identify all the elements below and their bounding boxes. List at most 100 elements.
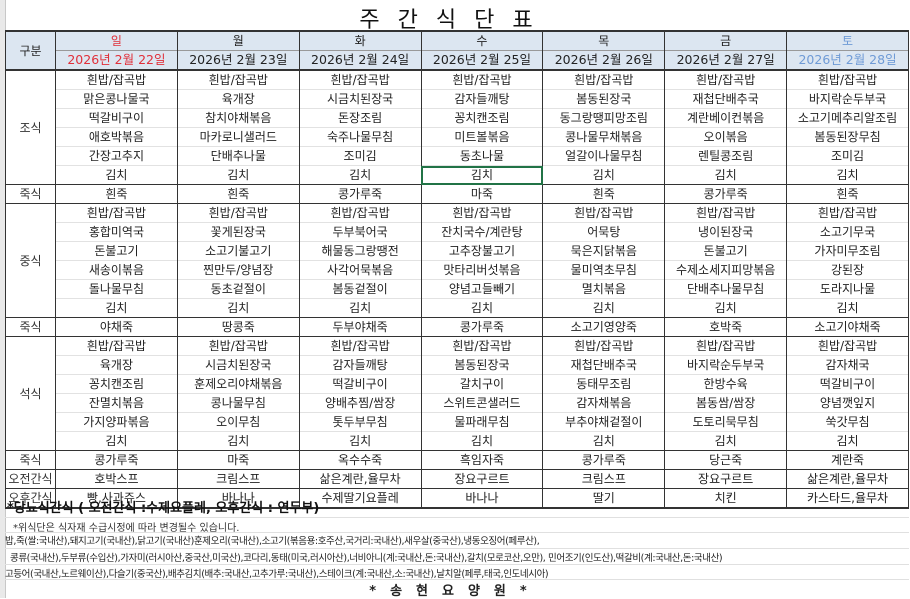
menu-cell[interactable]: 재첩단배추국 <box>664 89 788 109</box>
menu-cell[interactable]: 소고기무국 <box>786 222 909 242</box>
menu-cell[interactable]: 야채죽 <box>55 317 178 337</box>
menu-cell[interactable]: 돈불고기 <box>664 241 788 261</box>
menu-cell[interactable]: 참치야채볶음 <box>176 108 300 128</box>
menu-cell[interactable]: 소고기불고기 <box>176 241 300 261</box>
menu-cell[interactable]: 호박스프 <box>55 469 178 489</box>
day-name[interactable]: 토 <box>786 30 909 51</box>
menu-cell[interactable]: 쑥갓무침 <box>786 412 909 432</box>
menu-cell[interactable]: 동태무조림 <box>542 374 666 394</box>
menu-cell[interactable]: 수제딸기요플레 <box>298 488 422 509</box>
menu-cell[interactable]: 돈불고기 <box>55 241 178 261</box>
menu-cell[interactable]: 얼갈이나물무침 <box>542 146 666 166</box>
menu-cell[interactable]: 맛타리버섯볶음 <box>420 260 544 280</box>
menu-cell[interactable]: 흰밥/잡곡밥 <box>664 69 788 90</box>
menu-cell[interactable]: 마죽 <box>420 184 544 204</box>
menu-cell[interactable]: 렌틸콩조림 <box>664 146 788 166</box>
day-date[interactable]: 2026년 2월 27일 <box>664 50 788 71</box>
menu-cell[interactable]: 김치 <box>176 165 300 185</box>
day-name[interactable]: 수 <box>420 30 544 51</box>
menu-cell[interactable]: 흰밥/잡곡밥 <box>176 203 300 223</box>
menu-cell[interactable]: 흰밥/잡곡밥 <box>176 336 300 356</box>
menu-cell[interactable]: 흰밥/잡곡밥 <box>420 69 544 90</box>
menu-cell[interactable]: 콩나물무침 <box>176 393 300 413</box>
menu-cell[interactable]: 물파래무침 <box>420 412 544 432</box>
menu-cell[interactable]: 김치 <box>298 431 422 451</box>
menu-cell[interactable]: 애호박볶음 <box>55 127 178 147</box>
menu-cell[interactable]: 흰밥/잡곡밥 <box>55 69 178 90</box>
day-date[interactable]: 2026년 2월 26일 <box>542 50 666 71</box>
menu-cell[interactable]: 떡갈비구이 <box>55 108 178 128</box>
menu-cell[interactable]: 김치 <box>298 165 422 185</box>
day-date[interactable]: 2026년 2월 25일 <box>420 50 544 71</box>
menu-cell[interactable]: 김치 <box>55 165 178 185</box>
menu-cell[interactable]: 간장고추지 <box>55 146 178 166</box>
menu-cell[interactable]: 흰죽 <box>176 184 300 204</box>
menu-cell[interactable]: 옥수수죽 <box>298 450 422 470</box>
menu-cell[interactable]: 봄동겉절이 <box>298 279 422 299</box>
menu-cell[interactable]: 감자채볶음 <box>542 393 666 413</box>
menu-cell[interactable]: 소고기메추리알조림 <box>786 108 909 128</box>
menu-cell[interactable]: 냉이된장국 <box>664 222 788 242</box>
menu-cell[interactable]: 흰밥/잡곡밥 <box>664 336 788 356</box>
menu-cell[interactable]: 양념고들빼기 <box>420 279 544 299</box>
menu-cell[interactable]: 강된장 <box>786 260 909 280</box>
menu-cell[interactable]: 크림스프 <box>176 469 300 489</box>
menu-cell[interactable]: 장요구르트 <box>420 469 544 489</box>
menu-cell[interactable]: 김치 <box>664 165 788 185</box>
menu-cell[interactable]: 흰밥/잡곡밥 <box>176 69 300 90</box>
day-date[interactable]: 2026년 2월 22일 <box>55 50 178 71</box>
menu-cell[interactable]: 김치 <box>420 298 544 318</box>
menu-cell[interactable]: 묵은지닭볶음 <box>542 241 666 261</box>
day-name[interactable]: 금 <box>664 30 788 51</box>
menu-cell[interactable]: 김치 <box>786 431 909 451</box>
day-date[interactable]: 2026년 2월 28일 <box>786 50 909 71</box>
menu-cell[interactable]: 봄동된장무침 <box>786 127 909 147</box>
menu-cell[interactable]: 봄동된장국 <box>420 355 544 375</box>
menu-cell[interactable]: 오이무침 <box>176 412 300 432</box>
menu-cell[interactable]: 감자채국 <box>786 355 909 375</box>
menu-cell[interactable]: 김치 <box>420 165 544 185</box>
menu-cell[interactable]: 어묵탕 <box>542 222 666 242</box>
menu-cell[interactable]: 흰밥/잡곡밥 <box>298 203 422 223</box>
menu-cell[interactable]: 사각어묵볶음 <box>298 260 422 280</box>
menu-cell[interactable]: 봄동쌈/쌈장 <box>664 393 788 413</box>
menu-cell[interactable]: 김치 <box>55 431 178 451</box>
menu-cell[interactable]: 김치 <box>786 165 909 185</box>
menu-cell[interactable]: 콩나물무채볶음 <box>542 127 666 147</box>
menu-cell[interactable]: 돈장조림 <box>298 108 422 128</box>
menu-cell[interactable]: 흰죽 <box>786 184 909 204</box>
menu-cell[interactable]: 부추야채겉절이 <box>542 412 666 432</box>
menu-cell[interactable]: 김치 <box>55 298 178 318</box>
menu-cell[interactable]: 물미역초무침 <box>542 260 666 280</box>
menu-cell[interactable]: 흰밥/잡곡밥 <box>786 69 909 90</box>
menu-cell[interactable]: 흰밥/잡곡밥 <box>664 203 788 223</box>
menu-cell[interactable]: 땅콩죽 <box>176 317 300 337</box>
menu-cell[interactable]: 딸기 <box>542 488 666 509</box>
menu-cell[interactable]: 떡갈비구이 <box>786 374 909 394</box>
menu-cell[interactable]: 장요구르트 <box>664 469 788 489</box>
menu-cell[interactable]: 삶은계란,율무차 <box>298 469 422 489</box>
menu-cell[interactable]: 멸치볶음 <box>542 279 666 299</box>
menu-cell[interactable]: 김치 <box>542 298 666 318</box>
menu-cell[interactable]: 양념깻잎지 <box>786 393 909 413</box>
menu-cell[interactable]: 호박죽 <box>664 317 788 337</box>
menu-cell[interactable]: 콩가루죽 <box>298 184 422 204</box>
menu-cell[interactable]: 재첩단배추국 <box>542 355 666 375</box>
menu-cell[interactable]: 바지락순두부국 <box>664 355 788 375</box>
menu-cell[interactable]: 훈제오리야채볶음 <box>176 374 300 394</box>
menu-cell[interactable]: 봄동된장국 <box>542 89 666 109</box>
menu-cell[interactable]: 단배추나물 <box>176 146 300 166</box>
menu-cell[interactable]: 흰밥/잡곡밥 <box>298 336 422 356</box>
menu-cell[interactable]: 흰밥/잡곡밥 <box>542 203 666 223</box>
menu-cell[interactable]: 조미김 <box>786 146 909 166</box>
menu-cell[interactable]: 조미김 <box>298 146 422 166</box>
menu-cell[interactable]: 소고기영양죽 <box>542 317 666 337</box>
day-name[interactable]: 일 <box>55 30 178 51</box>
menu-cell[interactable]: 흰밥/잡곡밥 <box>542 336 666 356</box>
menu-cell[interactable]: 두부야채죽 <box>298 317 422 337</box>
menu-cell[interactable]: 흰죽 <box>542 184 666 204</box>
menu-cell[interactable]: 흰밥/잡곡밥 <box>786 203 909 223</box>
menu-cell[interactable]: 동그랑땡피망조림 <box>542 108 666 128</box>
menu-cell[interactable]: 흰밥/잡곡밥 <box>420 203 544 223</box>
menu-cell[interactable]: 김치 <box>176 298 300 318</box>
